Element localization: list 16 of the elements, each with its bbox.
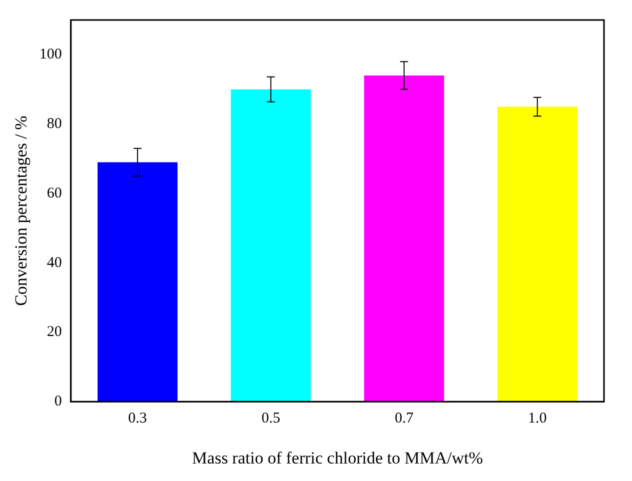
y-tick-label: 80 <box>46 116 62 132</box>
y-tick-label: 100 <box>39 46 62 63</box>
y-tick-label: 40 <box>46 254 62 271</box>
y-tick-label: 0 <box>54 394 62 410</box>
x-tick-label: 1.0 <box>528 410 547 427</box>
bar <box>364 76 444 402</box>
x-axis-title: Mass ratio of ferric chloride to MMA/wt% <box>192 448 483 468</box>
bar <box>98 162 178 402</box>
x-tick-label: 0.3 <box>128 410 147 427</box>
y-tick-label: 60 <box>46 185 62 202</box>
x-tick-label: 0.5 <box>261 410 280 427</box>
x-tick-label: 0.7 <box>394 410 414 427</box>
bar <box>230 89 311 402</box>
y-axis-title: Conversion percentages / % <box>12 116 31 306</box>
y-tick-label: 20 <box>46 324 62 340</box>
bar <box>497 106 578 402</box>
